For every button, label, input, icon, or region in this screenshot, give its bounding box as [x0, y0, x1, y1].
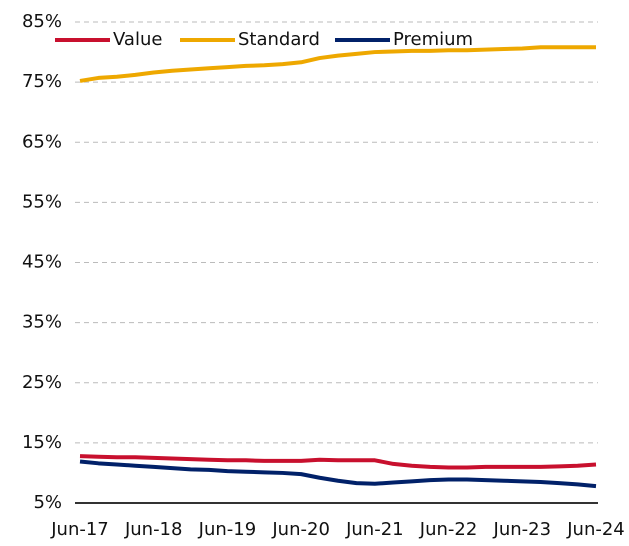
x-tick-label: Jun-23: [493, 519, 552, 540]
y-tick-label: 75%: [22, 71, 62, 92]
x-tick-label: Jun-18: [124, 519, 183, 540]
line-series: [79, 454, 597, 470]
y-tick-label: 85%: [22, 11, 62, 32]
line-series: [79, 459, 597, 489]
y-tick-label: 15%: [22, 432, 62, 453]
x-tick-label: Jun-17: [50, 519, 109, 540]
y-tick-label: 55%: [22, 191, 62, 212]
line-series: [79, 45, 596, 83]
x-tick-label: Jun-19: [198, 519, 257, 540]
y-tick-label: 65%: [22, 131, 62, 152]
x-tick-label: Jun-24: [566, 519, 625, 540]
y-tick-label: 25%: [22, 372, 62, 393]
legend-label: Value: [113, 29, 162, 50]
legend-label: Premium: [393, 29, 473, 50]
y-tick-label: 35%: [22, 312, 62, 333]
x-tick-label: Jun-20: [271, 519, 330, 540]
y-tick-label: 5%: [33, 492, 62, 513]
y-tick-label: 45%: [22, 252, 62, 273]
legend-label: Standard: [238, 29, 320, 50]
x-tick-label: Jun-22: [419, 519, 478, 540]
x-tick-label: Jun-21: [345, 519, 404, 540]
